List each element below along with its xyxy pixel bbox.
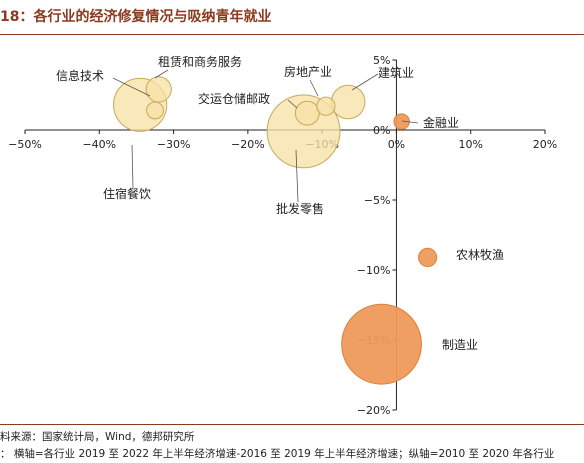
bubble-label: 批发零售 bbox=[276, 201, 324, 216]
x-tick-label: −40% bbox=[82, 138, 116, 151]
bubble-leader-line bbox=[401, 120, 419, 124]
bubble-leader-line bbox=[295, 149, 299, 203]
bubble-point bbox=[330, 84, 366, 120]
bubble-label: 金融业 bbox=[423, 115, 459, 130]
bubble-point bbox=[146, 101, 164, 120]
y-tick-label: 5% bbox=[373, 54, 390, 67]
source-note: 料来源：国家统计局，Wind，德邦研究所 bbox=[0, 431, 195, 443]
bubble-label: 农林牧渔 bbox=[456, 248, 504, 262]
y-tick-label: −5% bbox=[364, 194, 391, 207]
bubble-label: 租赁和商务服务 bbox=[158, 54, 242, 69]
x-tick-label: 0% bbox=[388, 138, 405, 151]
x-tick-label: −30% bbox=[157, 138, 191, 151]
bubble-point bbox=[316, 96, 336, 116]
bubble-leader-line bbox=[351, 73, 379, 91]
title-divider bbox=[0, 34, 584, 35]
figure-title: 18：各行业的经济修复情况与吸纳青年就业 bbox=[0, 9, 272, 25]
axis-note: ： 横轴=各行业 2019 至 2022 年上半年经济增速-2016 至 201… bbox=[0, 448, 555, 460]
bubble-leader-line bbox=[287, 99, 298, 109]
bubble-label: 住宿餐饮 bbox=[103, 186, 151, 201]
bubble-label: 信息技术 bbox=[56, 68, 104, 83]
x-tick-label: 10% bbox=[458, 138, 482, 151]
bubble-point bbox=[145, 76, 172, 103]
bubble-label: 制造业 bbox=[442, 338, 478, 352]
bubble-label: 房地产业 bbox=[284, 64, 332, 79]
bubble-leader-line bbox=[112, 77, 151, 97]
bubble-leader-line bbox=[309, 79, 319, 97]
y-tick-label: 0% bbox=[373, 124, 390, 137]
bubble-label: 建筑业 bbox=[378, 65, 414, 80]
bubble-point bbox=[341, 303, 422, 385]
bubble-leader-line bbox=[131, 144, 134, 189]
y-tick-label: −10% bbox=[357, 264, 391, 277]
bubble-chart: −50%−40%−30%−20%−10%0%10%20%5%0%−5%−10%−… bbox=[8, 54, 557, 417]
x-tick-label: −20% bbox=[231, 138, 265, 151]
footer-divider bbox=[0, 424, 584, 425]
x-tick-label: 20% bbox=[533, 138, 557, 151]
y-tick-label: −20% bbox=[357, 404, 391, 417]
bubble-point bbox=[294, 100, 320, 126]
bubble-leader-line bbox=[154, 69, 169, 79]
x-tick-label: −50% bbox=[8, 138, 42, 151]
bubble-point bbox=[418, 247, 438, 267]
bubble-label: 交运仓储邮政 bbox=[198, 91, 270, 106]
